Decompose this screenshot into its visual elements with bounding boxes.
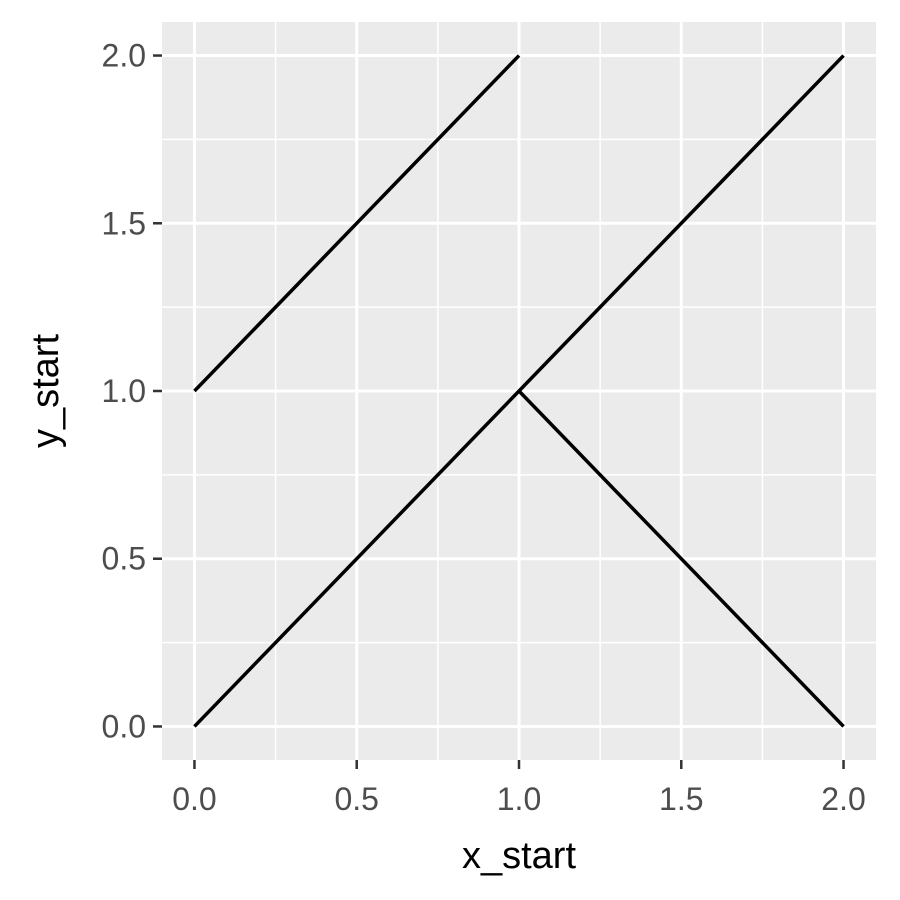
- y-tick-label: 1.5: [102, 205, 146, 241]
- x-tick-label: 0.5: [334, 781, 378, 817]
- x-tick-label: 1.5: [659, 781, 703, 817]
- y-axis: 0.0 0.5 1.0 1.5 2.0: [102, 38, 162, 744]
- x-tick-label: 2.0: [821, 781, 865, 817]
- x-tick-label: 1.0: [497, 781, 541, 817]
- y-tick-label: 2.0: [102, 38, 146, 74]
- x-tick-label: 0.0: [172, 781, 216, 817]
- y-tick-label: 0.5: [102, 541, 146, 577]
- segment-3: [517, 54, 845, 393]
- x-axis: 0.0 0.5 1.0 1.5 2.0: [172, 760, 866, 817]
- y-axis-title: y_start: [25, 334, 67, 448]
- segments-layer: [193, 54, 845, 728]
- y-tick-label: 0.0: [102, 708, 146, 744]
- segment-4: [517, 389, 845, 728]
- y-tick-label: 1.0: [102, 373, 146, 409]
- segment-1: [193, 389, 521, 728]
- x-axis-title: x_start: [462, 835, 576, 877]
- segment-2: [193, 54, 521, 393]
